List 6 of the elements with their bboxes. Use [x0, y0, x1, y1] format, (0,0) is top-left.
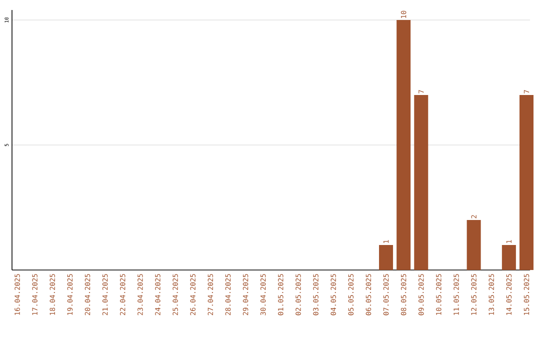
bar	[502, 245, 516, 270]
bar	[396, 20, 411, 270]
bar	[414, 94, 428, 270]
bar	[519, 94, 534, 270]
bar	[379, 245, 394, 270]
bar	[466, 220, 481, 270]
